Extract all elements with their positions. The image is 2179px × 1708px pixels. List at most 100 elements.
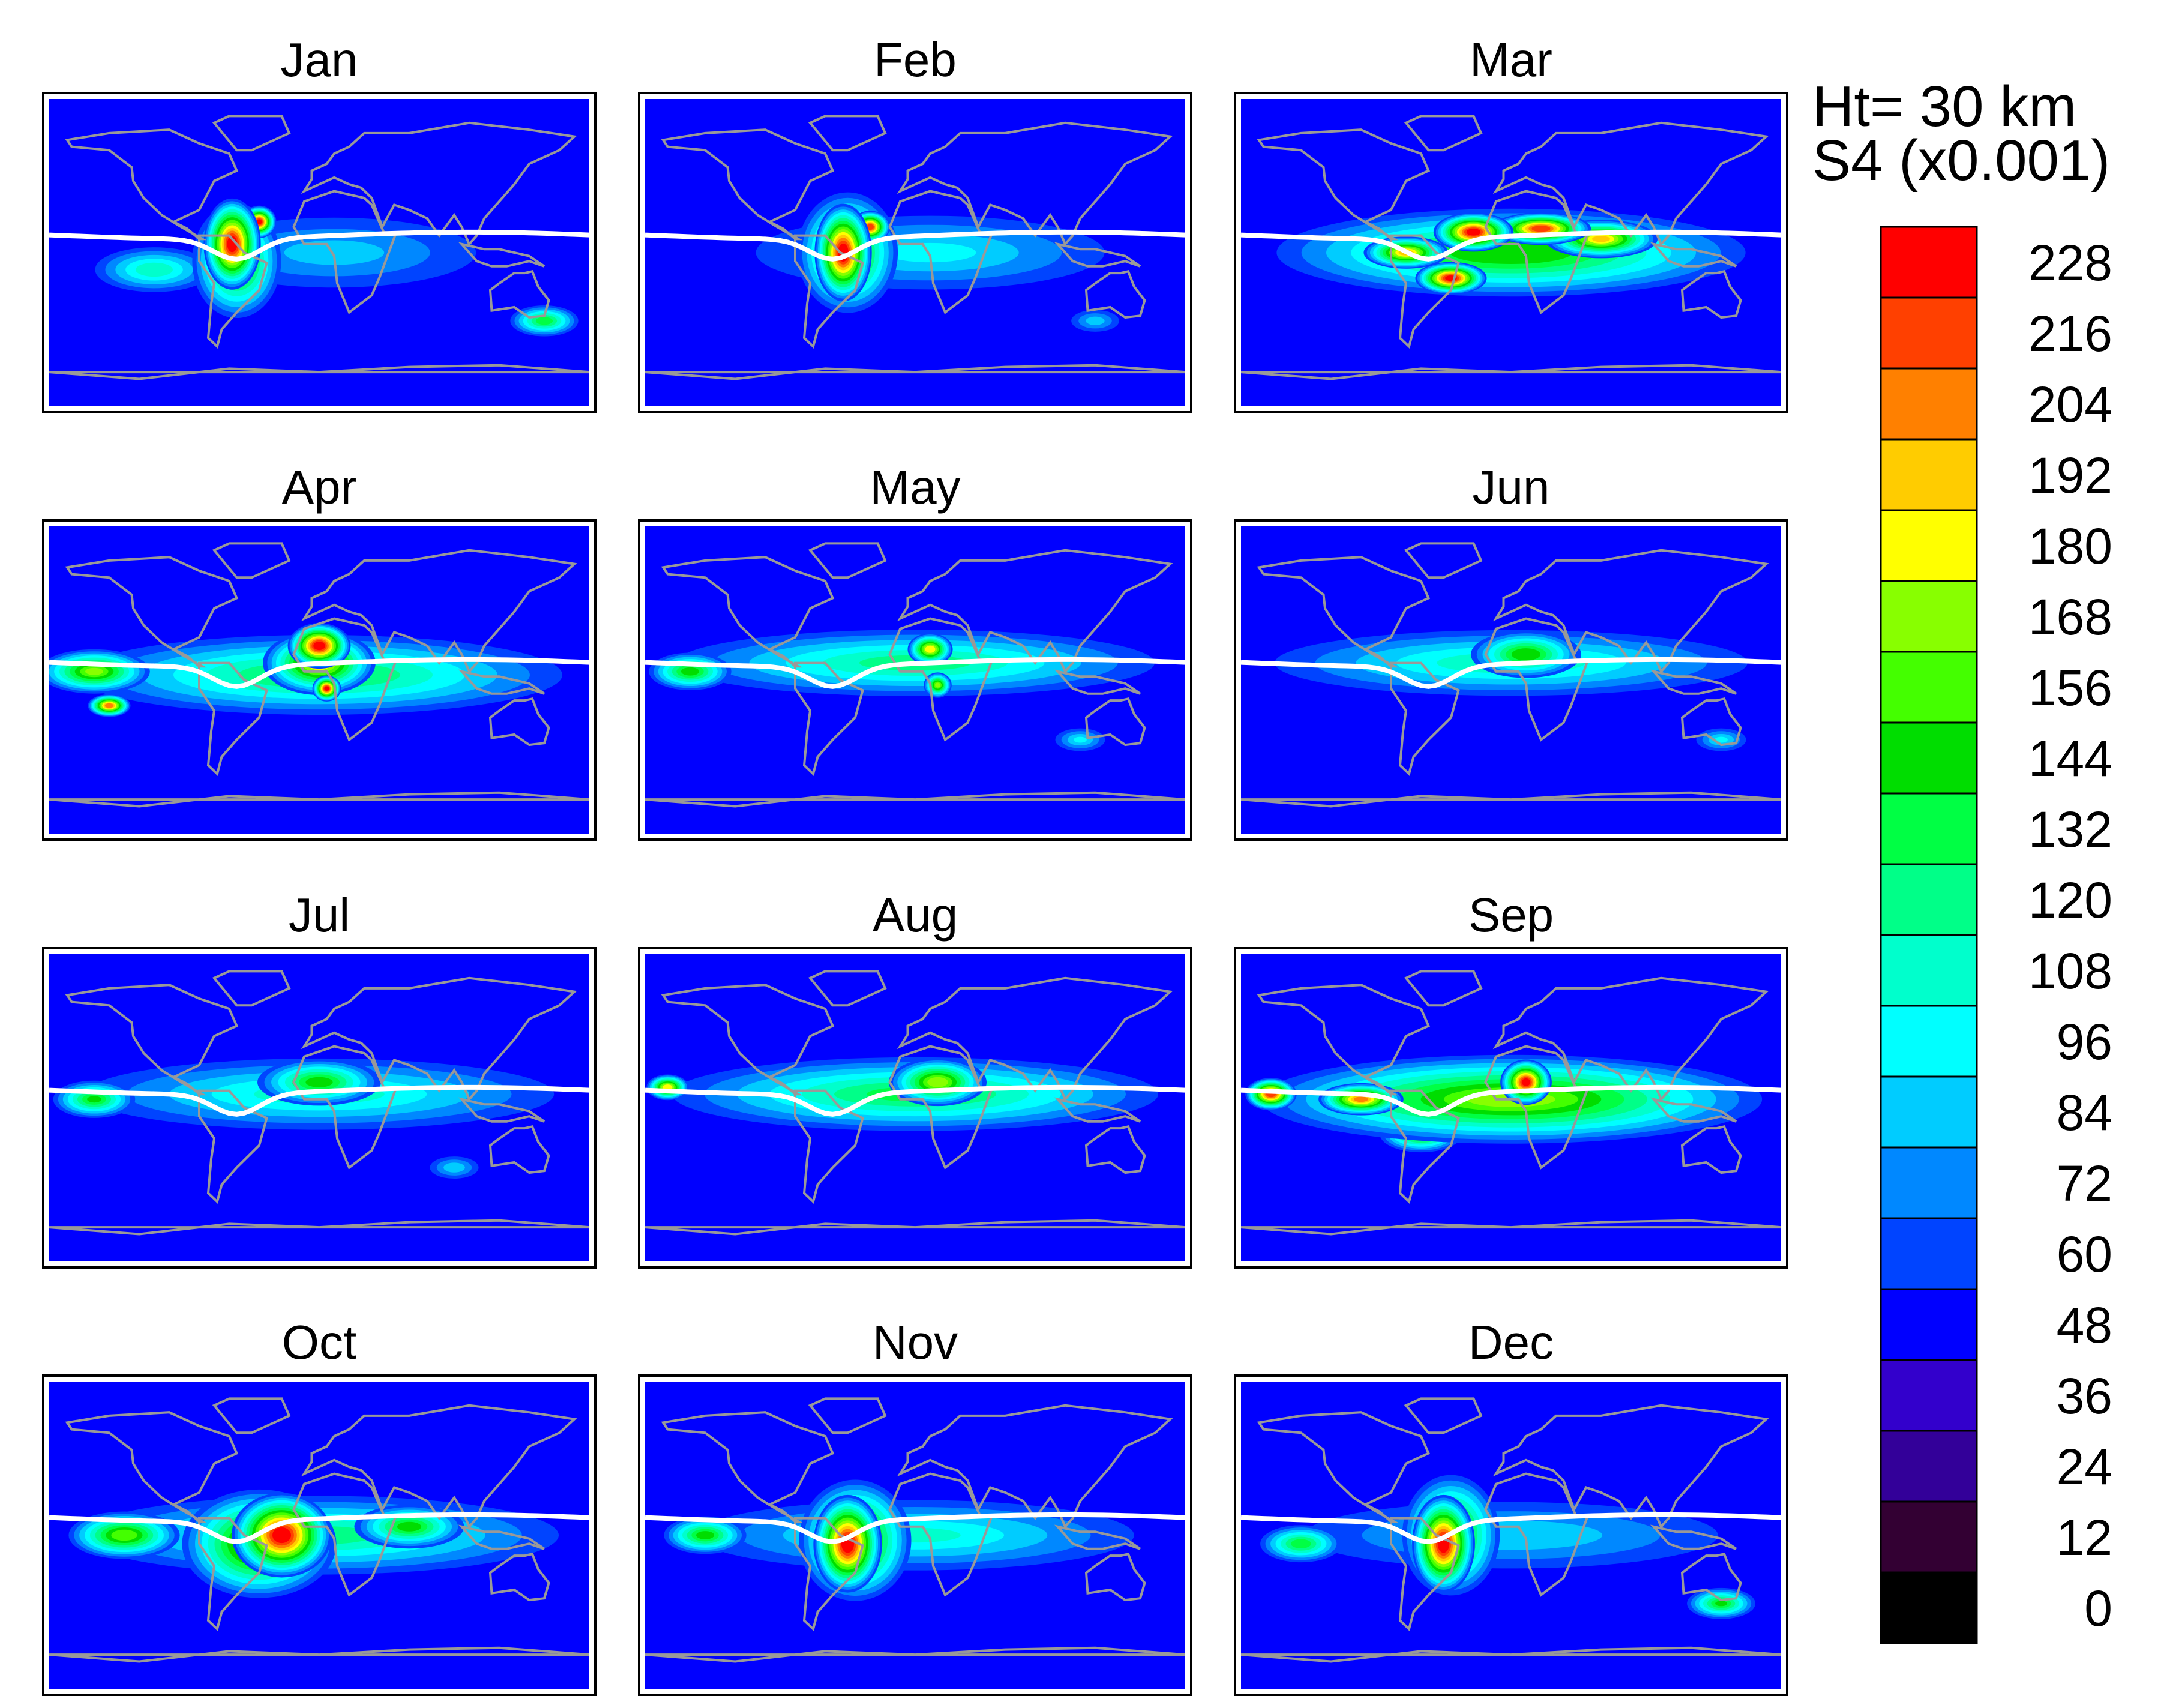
coastline [1650,669,1737,695]
colorbar-swatch [1880,1500,1978,1574]
colorbar-label: 120 [2028,872,2112,928]
contour-fill [1531,226,1551,232]
coastline [198,1089,268,1204]
panel-title: Aug [873,888,958,942]
panel-grid: Jan Feb Mar Apr May Jun Jul Aug Sep Oct Nov Dec [42,33,1788,1696]
map-field [49,526,589,834]
coastline [794,234,864,349]
coastline [212,970,291,1007]
figure-header: Ht= 30 km S4 (x0.001) [1812,74,2110,193]
coastline [65,128,239,241]
colorbar-swatch [1880,1217,1978,1290]
coastline [794,1089,864,1204]
coastline [292,1472,398,1597]
contour-fill [443,1162,465,1173]
panel-title: Jun [1473,460,1550,514]
panel-title: Apr [282,460,357,514]
colorbar-swatch [1880,792,1978,865]
coastline [1650,1524,1737,1550]
contour-fill [696,1531,715,1539]
coastline [888,1045,994,1170]
coastline [1054,1524,1141,1550]
coastline [661,556,835,668]
panel-mar: Mar [1234,33,1788,413]
contour-fill [1512,648,1540,661]
coastline [1390,234,1460,349]
coastline [645,791,1185,808]
panel-jun: Jun [1234,460,1788,841]
map-field [49,954,589,1261]
coastline [1241,791,1781,808]
coastline [661,128,835,241]
coastline [897,976,1173,1102]
map-field [1241,526,1781,834]
contour-fill [1466,229,1481,236]
coastline [1257,128,1431,241]
coastline [301,121,577,247]
coastline [458,1097,546,1123]
colorbar-swatch [1880,580,1978,653]
coastline [794,661,864,777]
map-field [49,99,589,406]
colorbar-label: 204 [2028,376,2112,433]
panel-jul: Jul [42,888,597,1269]
coastline [1404,1397,1483,1434]
coastline [1492,976,1769,1102]
contour-fill [1521,1078,1531,1086]
magnetic-equator-line [645,229,1185,262]
coastline [1390,661,1460,777]
colorbar-label: 216 [2028,305,2112,362]
coastline [1084,1552,1146,1602]
coastline [65,984,239,1096]
contour-fill [681,667,700,676]
magnetic-equator-line [1241,657,1781,689]
colorbar-swatch [1880,509,1978,582]
panel-dec: Dec [1234,1316,1788,1696]
contour-fill [85,667,103,675]
colorbar-label: 60 [2057,1226,2112,1283]
contour-fill [925,645,936,653]
panel-title: Jul [289,888,350,942]
coastline [1390,1089,1460,1204]
contour-fill [867,224,874,230]
contour-fill [284,240,385,265]
colorbar-swatch [1880,934,1978,1007]
colorbar-swatch [1880,1005,1978,1078]
coastline [49,1219,589,1236]
coastline [1680,697,1742,747]
coastline [808,970,887,1007]
coastline [661,984,835,1096]
coastline [1054,242,1141,268]
panel-apr: Apr [42,460,597,841]
panel-title: Nov [873,1316,958,1369]
coastline [458,242,546,268]
panel-oct: Oct [42,1316,597,1696]
contour-fill [927,1077,948,1087]
coastline [1404,542,1483,579]
contour-fill [1074,736,1087,743]
colorbar-swatch [1880,367,1978,441]
coastline [1241,364,1781,380]
coastline [301,549,577,674]
colorbar-swatch [1880,651,1978,724]
colorbar-label: 156 [2028,660,2112,716]
coastline [458,669,546,695]
panel-may: May [638,460,1192,841]
colorbar-label: 192 [2028,447,2112,504]
colorbar-swatch [1880,226,1978,299]
contour-fill [1715,1601,1727,1607]
panel-title: Mar [1470,33,1552,86]
contour-fill [1086,316,1105,325]
contour-fill [1291,1539,1311,1548]
colorbar-swatch [1880,1571,1978,1644]
contour-fill [935,682,940,688]
panel-title: Jan [281,33,358,86]
coastline [1484,1045,1590,1170]
contour-fill [272,1527,292,1544]
coastline [897,1404,1173,1529]
map-field [645,1382,1185,1689]
map-field [1241,954,1781,1261]
colorbar-label: 24 [2057,1439,2112,1495]
coastline [49,1646,589,1663]
coastline [897,549,1173,674]
